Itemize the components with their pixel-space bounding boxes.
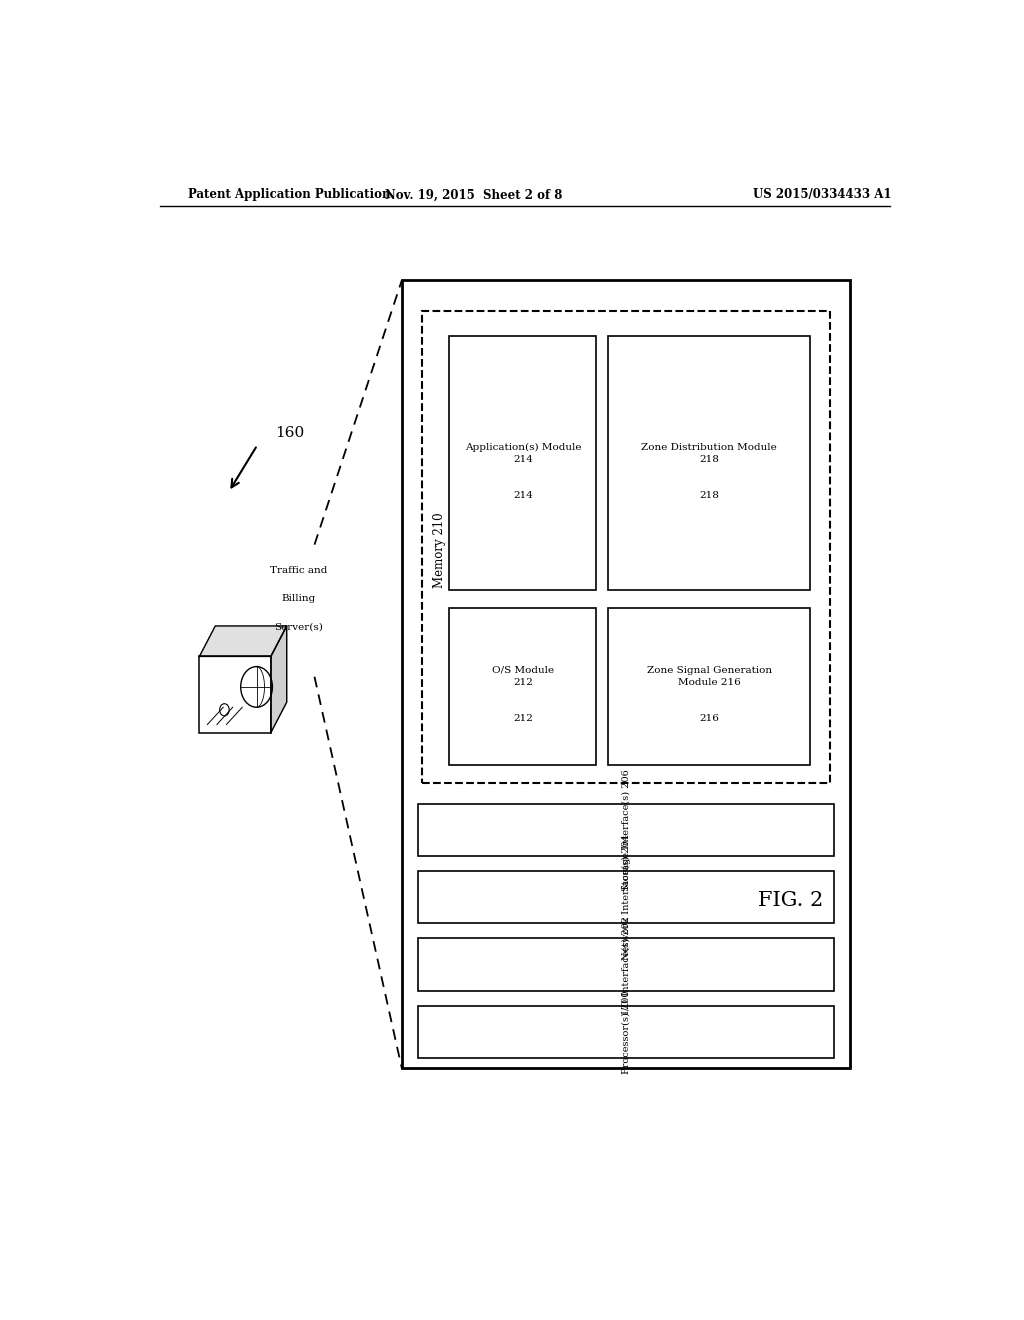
Bar xyxy=(608,607,811,766)
Bar xyxy=(422,312,830,784)
Text: Traffic and: Traffic and xyxy=(270,565,328,574)
Text: 214: 214 xyxy=(513,491,532,500)
Bar xyxy=(418,939,835,990)
Text: Zone Distribution Module
218: Zone Distribution Module 218 xyxy=(641,442,777,463)
Text: Network Interface(s) 204: Network Interface(s) 204 xyxy=(622,834,631,960)
Text: Application(s) Module
214: Application(s) Module 214 xyxy=(465,442,581,463)
Text: Zone Signal Generation
Module 216: Zone Signal Generation Module 216 xyxy=(647,665,772,686)
Bar xyxy=(401,280,850,1068)
Text: 218: 218 xyxy=(699,491,719,500)
Text: Server(s): Server(s) xyxy=(274,623,323,631)
Polygon shape xyxy=(200,626,287,656)
Text: US 2015/0334433 A1: US 2015/0334433 A1 xyxy=(753,189,892,202)
Bar xyxy=(450,607,596,766)
Bar xyxy=(418,871,835,923)
Text: Nov. 19, 2015  Sheet 2 of 8: Nov. 19, 2015 Sheet 2 of 8 xyxy=(385,189,562,202)
Text: Processor(s) 200: Processor(s) 200 xyxy=(622,990,631,1073)
Bar xyxy=(608,337,811,590)
Polygon shape xyxy=(270,626,287,733)
Text: 160: 160 xyxy=(274,426,304,440)
Bar xyxy=(200,656,270,733)
Bar xyxy=(418,1006,835,1057)
Text: FIG. 2: FIG. 2 xyxy=(758,891,823,909)
Text: 216: 216 xyxy=(699,714,719,723)
Text: Patent Application Publication: Patent Application Publication xyxy=(187,189,390,202)
Text: Storage Interface(s) 206: Storage Interface(s) 206 xyxy=(622,770,631,891)
Text: Memory 210: Memory 210 xyxy=(432,512,445,587)
Bar xyxy=(418,804,835,855)
Text: I/O Interface(s) 202: I/O Interface(s) 202 xyxy=(622,916,631,1014)
Text: Billing: Billing xyxy=(282,594,315,603)
Text: O/S Module
212: O/S Module 212 xyxy=(492,665,554,686)
Text: 212: 212 xyxy=(513,714,532,723)
Bar xyxy=(450,337,596,590)
